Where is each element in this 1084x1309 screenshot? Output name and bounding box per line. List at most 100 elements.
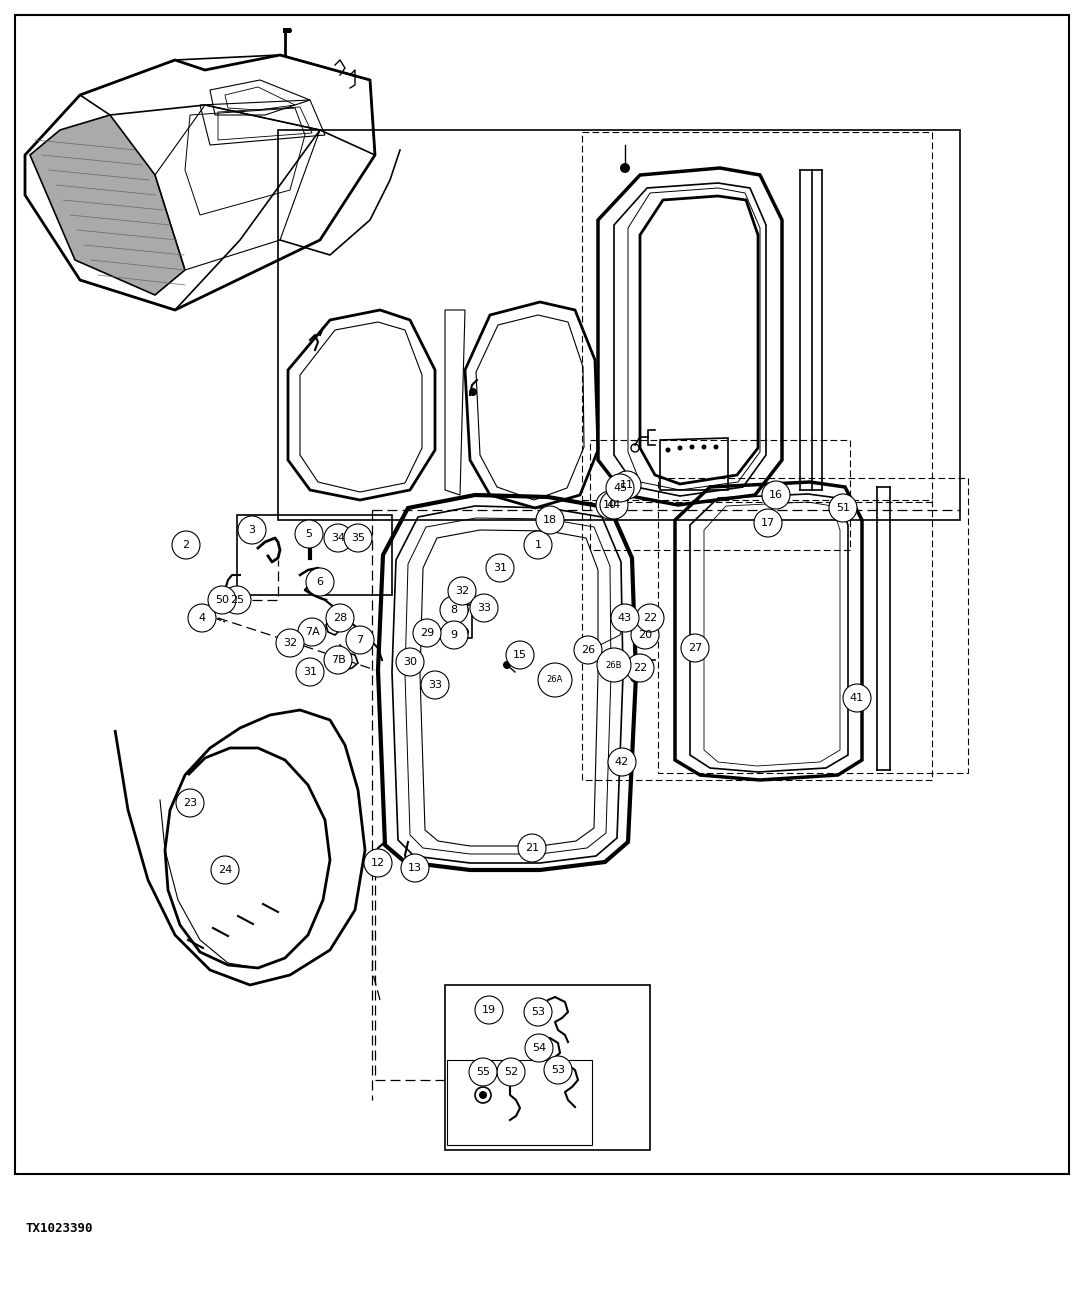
Text: 54: 54 — [532, 1043, 546, 1052]
Bar — [278, 130, 960, 520]
Circle shape — [469, 1058, 496, 1086]
Circle shape — [208, 586, 236, 614]
Text: 29: 29 — [420, 628, 434, 637]
Text: 43: 43 — [618, 613, 632, 623]
Text: 32: 32 — [455, 586, 469, 596]
Text: 2: 2 — [182, 541, 190, 550]
Circle shape — [211, 856, 238, 884]
Bar — [582, 132, 932, 501]
Circle shape — [538, 662, 572, 696]
Text: 3: 3 — [248, 525, 256, 535]
Text: 33: 33 — [428, 679, 442, 690]
Text: 34: 34 — [331, 533, 345, 543]
Circle shape — [678, 445, 683, 450]
Circle shape — [625, 654, 654, 682]
Bar — [658, 478, 968, 774]
Text: 31: 31 — [493, 563, 507, 573]
Text: 7: 7 — [357, 635, 363, 645]
Circle shape — [611, 603, 638, 632]
Text: 51: 51 — [836, 503, 850, 513]
Circle shape — [606, 474, 634, 501]
Circle shape — [188, 603, 216, 632]
Text: 25: 25 — [230, 596, 244, 605]
Circle shape — [401, 853, 429, 882]
Circle shape — [544, 1056, 572, 1084]
Circle shape — [440, 620, 468, 649]
Text: 7B: 7B — [331, 654, 346, 665]
Bar — [15, 14, 1069, 1174]
Circle shape — [631, 620, 659, 649]
Circle shape — [503, 661, 511, 669]
Circle shape — [276, 630, 304, 657]
Text: 30: 30 — [403, 657, 417, 668]
Text: 22: 22 — [643, 613, 657, 623]
Text: 31: 31 — [304, 668, 317, 677]
Circle shape — [306, 568, 334, 596]
Text: 16: 16 — [769, 490, 783, 500]
Text: 17: 17 — [761, 518, 775, 528]
Circle shape — [364, 850, 392, 877]
Polygon shape — [30, 115, 185, 295]
Text: 45: 45 — [612, 483, 627, 493]
Circle shape — [470, 594, 498, 622]
Circle shape — [396, 648, 424, 675]
Circle shape — [475, 996, 503, 1024]
Text: 53: 53 — [531, 1007, 545, 1017]
Circle shape — [713, 445, 719, 449]
Text: 22: 22 — [633, 662, 647, 673]
Circle shape — [636, 603, 664, 632]
Text: TX1023390: TX1023390 — [25, 1223, 92, 1236]
Text: 26: 26 — [581, 645, 595, 654]
Text: 24: 24 — [218, 865, 232, 874]
Circle shape — [344, 524, 372, 552]
Circle shape — [597, 648, 631, 682]
Text: 41: 41 — [850, 692, 864, 703]
Text: 5: 5 — [306, 529, 312, 539]
Text: 7A: 7A — [305, 627, 320, 637]
Circle shape — [525, 1034, 553, 1062]
Text: 50: 50 — [215, 596, 229, 605]
Circle shape — [324, 524, 352, 552]
Circle shape — [535, 507, 564, 534]
Text: 21: 21 — [525, 843, 539, 853]
Bar — [590, 440, 850, 550]
Text: 8: 8 — [451, 605, 457, 615]
Circle shape — [172, 531, 201, 559]
Circle shape — [681, 634, 709, 662]
Bar — [446, 984, 650, 1151]
Circle shape — [223, 586, 251, 614]
Circle shape — [459, 627, 469, 637]
Circle shape — [413, 619, 441, 647]
Text: 55: 55 — [476, 1067, 490, 1077]
Text: 19: 19 — [482, 1005, 496, 1014]
Circle shape — [479, 1090, 487, 1100]
Circle shape — [296, 658, 324, 686]
Circle shape — [524, 531, 552, 559]
Text: 4: 4 — [198, 613, 206, 623]
Text: 23: 23 — [183, 798, 197, 808]
Circle shape — [575, 636, 602, 664]
Circle shape — [506, 641, 534, 669]
Circle shape — [689, 445, 695, 449]
Text: 44: 44 — [607, 500, 621, 511]
Text: 33: 33 — [477, 603, 491, 613]
Circle shape — [205, 610, 215, 620]
Circle shape — [440, 596, 468, 624]
Circle shape — [176, 789, 204, 817]
Text: 10: 10 — [603, 500, 617, 511]
Text: 9: 9 — [451, 630, 457, 640]
Circle shape — [620, 164, 630, 173]
Circle shape — [346, 626, 374, 654]
Circle shape — [469, 387, 477, 397]
Text: 26B: 26B — [606, 661, 622, 669]
Circle shape — [754, 509, 782, 537]
Text: 13: 13 — [408, 863, 422, 873]
Bar — [582, 500, 932, 780]
Circle shape — [524, 997, 552, 1026]
Circle shape — [238, 516, 266, 545]
Bar — [447, 1060, 592, 1145]
Text: 15: 15 — [513, 651, 527, 660]
Text: 11: 11 — [620, 480, 634, 490]
Bar — [283, 27, 291, 33]
Text: 35: 35 — [351, 533, 365, 543]
